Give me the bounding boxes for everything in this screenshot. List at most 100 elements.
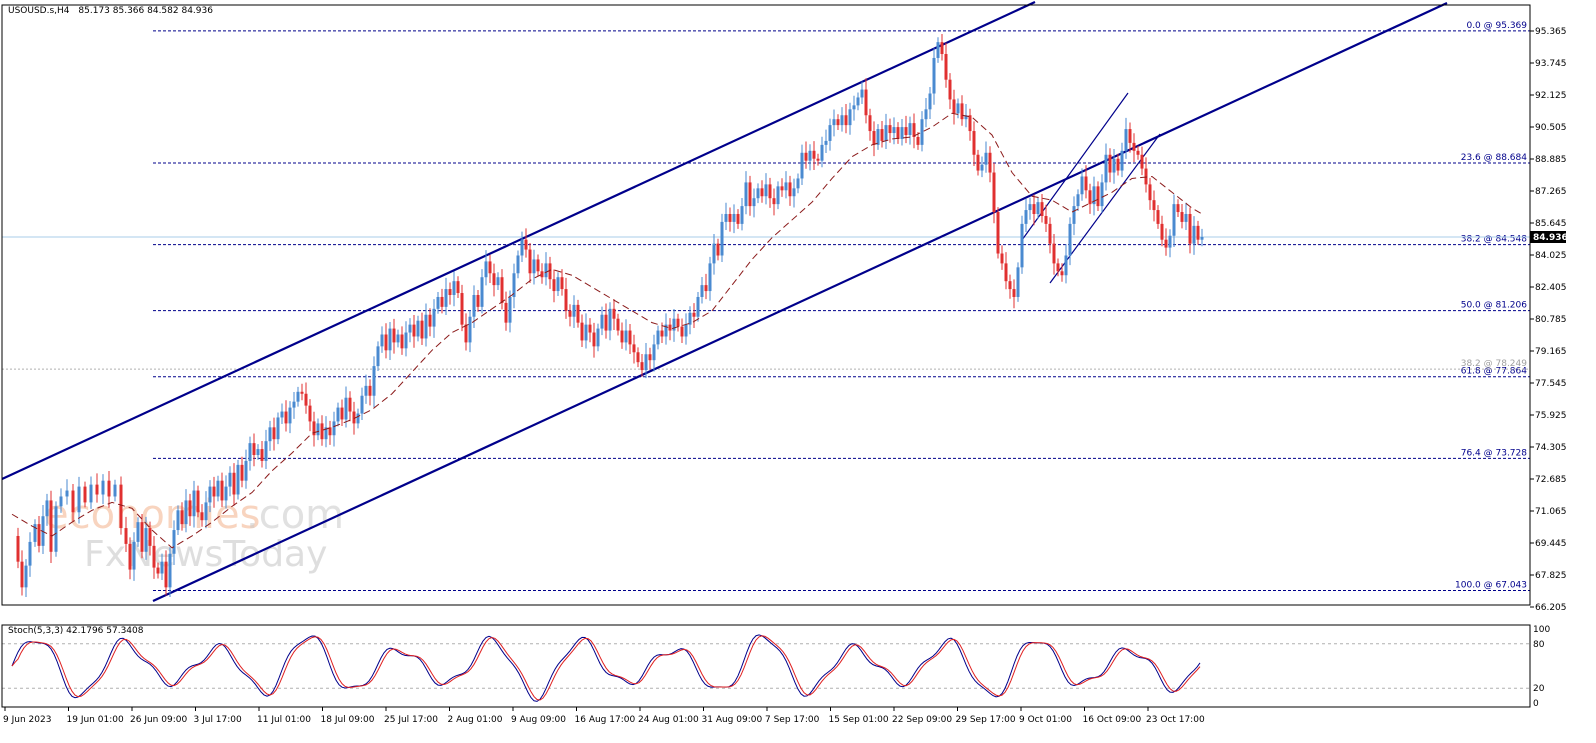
candle-body [332, 421, 336, 436]
candle-body [368, 385, 372, 396]
candle-body [980, 164, 984, 171]
candle-body [101, 480, 105, 495]
candle-body [480, 277, 484, 307]
candle-body [384, 334, 388, 351]
watermark-economies: economies [44, 492, 260, 538]
channel-line [1, 1, 1036, 480]
time-tick-label: 19 Jun 01:00 [67, 715, 124, 725]
candle-body [556, 277, 560, 292]
candle-body [588, 324, 592, 333]
candle-body [256, 449, 260, 455]
candle-body [484, 261, 488, 278]
candle-body [1128, 129, 1132, 143]
stoch-tick-label: 0 [1533, 699, 1539, 709]
main-plot-frame [1, 4, 1531, 606]
candle-body [264, 441, 268, 461]
candle-body [648, 354, 652, 361]
candle-body [876, 129, 880, 145]
candle-body [392, 328, 396, 343]
candle-body [912, 123, 916, 137]
candle-body [188, 500, 192, 517]
candle-body [976, 154, 980, 171]
candle-body [184, 500, 188, 525]
candle-body [336, 407, 340, 422]
candle-body [908, 123, 912, 135]
candle-body [948, 79, 952, 100]
candle-body [732, 214, 736, 222]
candle-body [200, 512, 204, 521]
candle-body [360, 395, 364, 414]
time-tick-label: 29 Sep 17:00 [956, 715, 1016, 725]
candle-body [680, 326, 684, 337]
candle-body [716, 243, 720, 256]
candle-body [180, 510, 184, 525]
time-tick-label: 7 Sep 17:00 [765, 715, 820, 725]
candle-body [376, 346, 380, 367]
candle-body [1188, 214, 1192, 244]
candle-body [1180, 212, 1184, 222]
candle-body [928, 93, 932, 110]
candle-body [644, 354, 648, 371]
candle-body [652, 344, 656, 361]
candle-body [113, 484, 117, 497]
candle-body [1072, 206, 1076, 224]
candle-body [456, 281, 460, 294]
candle-body [828, 125, 832, 141]
candle-body [956, 103, 960, 114]
candle-body [224, 486, 228, 501]
candle-body [168, 553, 172, 588]
candle-body [59, 496, 63, 507]
candle-body [128, 543, 132, 570]
candle-body [1132, 142, 1136, 151]
candle-body [840, 115, 844, 126]
time-tick-label: 9 Oct 01:00 [1019, 715, 1072, 725]
candle-body [49, 500, 53, 552]
candle-body [1068, 223, 1072, 256]
candle-body [192, 490, 196, 517]
time-tick-label: 11 Jul 01:00 [257, 715, 311, 725]
candle-body [1056, 263, 1060, 272]
price-tick-label: 69.445 [1535, 539, 1567, 549]
candle-body [592, 332, 596, 347]
candle-body [960, 103, 964, 120]
candle-body [268, 427, 272, 442]
candle-body [1012, 289, 1016, 297]
price-tick-label: 92.125 [1535, 91, 1567, 101]
candle-body [276, 417, 280, 440]
candle-body [1080, 176, 1084, 195]
price-tick-label: 85.645 [1535, 219, 1567, 229]
candle-body [852, 105, 856, 110]
candle-body [640, 362, 644, 371]
candle-body [568, 310, 572, 317]
price-tick-label: 87.265 [1535, 187, 1567, 197]
candle-body [760, 188, 764, 197]
candle-body [45, 500, 49, 517]
time-tick-label: 26 Jun 09:00 [130, 715, 187, 725]
candle-body [744, 182, 748, 207]
candle-body [352, 411, 356, 424]
stoch-signal-line [11, 635, 1201, 701]
candle-body [1100, 182, 1104, 207]
candle-body [1004, 263, 1008, 282]
candle-body [1096, 186, 1100, 207]
candle-body [1116, 158, 1120, 171]
candle-body [24, 565, 28, 588]
price-tick-label: 80.785 [1535, 315, 1567, 325]
candle-body [228, 472, 232, 487]
candle-body [296, 391, 300, 402]
stoch-main-line [11, 634, 1201, 702]
ohlc-text: 85.173 85.366 84.582 84.936 [78, 6, 213, 16]
candle-body [768, 184, 772, 199]
candle-body [1156, 210, 1160, 224]
candle-body [1160, 223, 1164, 240]
candle-body [660, 330, 664, 337]
candle-body [932, 57, 936, 94]
candle-body [796, 178, 800, 189]
price-tick-label: 66.205 [1535, 603, 1567, 613]
candle-body [940, 42, 944, 55]
candle-body [28, 541, 32, 566]
candle-body [756, 188, 760, 199]
candle-body [124, 528, 128, 544]
candle-body [71, 490, 75, 513]
candle-body [1052, 243, 1056, 264]
